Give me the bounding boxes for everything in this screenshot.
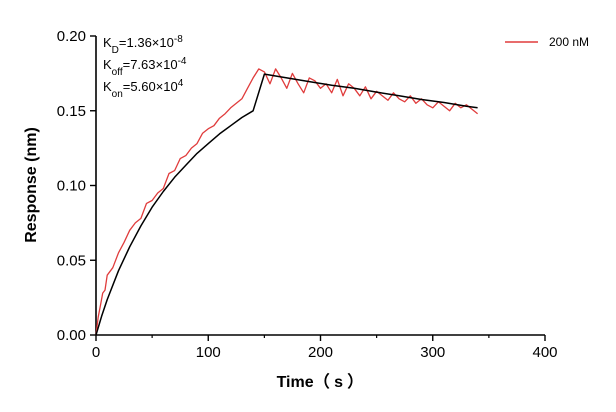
- legend: 200 nM: [505, 35, 589, 49]
- x-axis-title: Time（ s ）: [277, 373, 364, 391]
- koff-annotation: Koff=7.63×10-4: [103, 56, 187, 78]
- y-tick-label: 0.05: [57, 252, 86, 269]
- axes: 0 100 200 300 400 0.00 0.05 0.10 0.15 0.20: [57, 28, 558, 361]
- y-tick-label: 0.10: [57, 178, 86, 195]
- series-line-200nm: [95, 68, 479, 336]
- kon-annotation: Kon=5.60×104: [103, 78, 184, 100]
- legend-label: 200 nM: [549, 35, 589, 49]
- y-axis-title: Response (nm): [23, 127, 40, 243]
- x-tick-label: 100: [196, 344, 221, 361]
- x-tick-label: 200: [308, 344, 333, 361]
- y-tick-label: 0.20: [57, 28, 86, 45]
- kinetic-constants: KD=1.36×10-8 Koff=7.63×10-4 Kon=5.60×104: [103, 34, 187, 100]
- y-tick-label: 0.15: [57, 103, 86, 120]
- y-tick-label: 0.00: [57, 327, 86, 344]
- x-tick-label: 400: [532, 344, 557, 361]
- fit-curve-line: [95, 73, 478, 336]
- x-tick-label: 0: [92, 344, 100, 361]
- kd-annotation: KD=1.36×10-8: [103, 34, 183, 56]
- x-tick-label: 300: [420, 344, 445, 361]
